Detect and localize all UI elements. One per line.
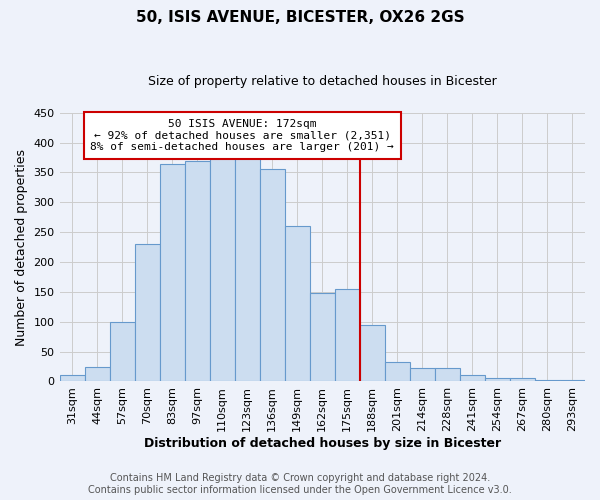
Bar [235, 158, 260, 382]
Bar [185, 160, 209, 382]
Text: Contains HM Land Registry data © Crown copyright and database right 2024.
Contai: Contains HM Land Registry data © Crown c… [88, 474, 512, 495]
Bar [134, 244, 160, 382]
X-axis label: Distribution of detached houses by size in Bicester: Distribution of detached houses by size … [144, 437, 501, 450]
Bar [435, 368, 460, 382]
Bar [110, 322, 134, 382]
Bar [335, 289, 360, 382]
Bar [385, 362, 410, 382]
Bar [310, 293, 335, 382]
Bar [285, 226, 310, 382]
Bar [510, 378, 535, 382]
Bar [560, 380, 585, 382]
Bar [160, 164, 185, 382]
Bar [410, 368, 435, 382]
Bar [485, 378, 510, 382]
Y-axis label: Number of detached properties: Number of detached properties [15, 148, 28, 346]
Text: 50, ISIS AVENUE, BICESTER, OX26 2GS: 50, ISIS AVENUE, BICESTER, OX26 2GS [136, 10, 464, 25]
Bar [260, 170, 285, 382]
Bar [360, 324, 385, 382]
Bar [59, 376, 85, 382]
Bar [85, 366, 110, 382]
Bar [460, 376, 485, 382]
Bar [535, 380, 560, 382]
Bar [209, 158, 235, 382]
Text: 50 ISIS AVENUE: 172sqm
← 92% of detached houses are smaller (2,351)
8% of semi-d: 50 ISIS AVENUE: 172sqm ← 92% of detached… [91, 118, 394, 152]
Title: Size of property relative to detached houses in Bicester: Size of property relative to detached ho… [148, 75, 497, 88]
